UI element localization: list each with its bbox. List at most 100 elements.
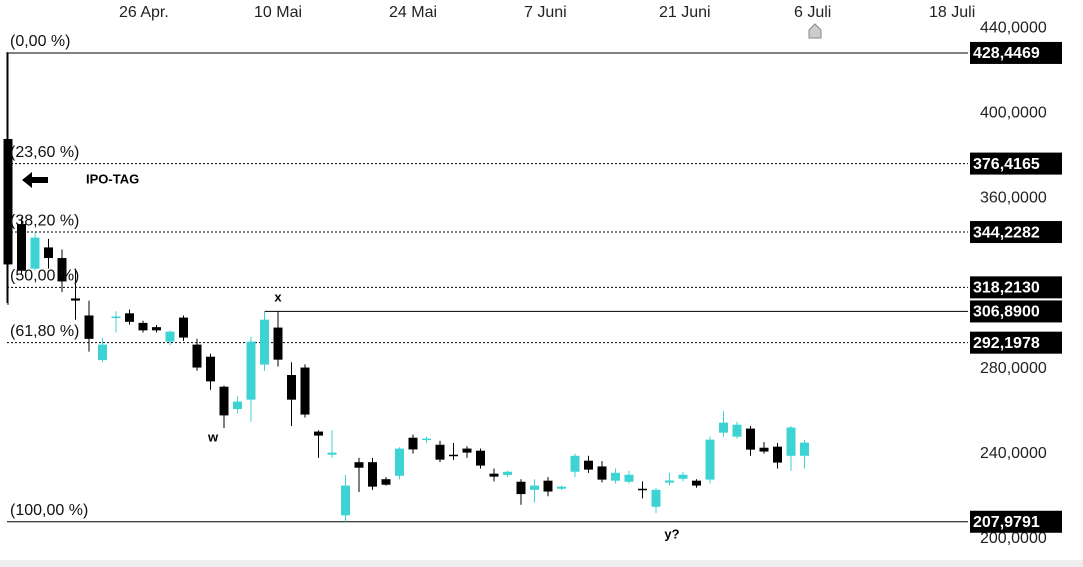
candle-body [71,298,80,301]
level-box [970,41,1062,64]
level-price: 207,9791 [973,514,1040,531]
level-percent: (61,80 %) [10,323,79,340]
candle-body [516,481,526,495]
candle-body [206,356,215,382]
annotation: y? [664,526,679,541]
candle-body [462,448,472,453]
candle-body [759,447,769,452]
candle-body [354,462,364,468]
candle-body [219,386,229,416]
level-box [970,331,1062,354]
candle-body [773,446,782,463]
candle-body [530,485,539,490]
candle-body [57,258,67,282]
candle-body [557,486,566,489]
level-box [970,510,1062,533]
candle-body [233,401,242,410]
x-tick-label: 7 Juni [524,4,567,21]
x-tick-label: 6 Juli [794,4,831,21]
candle-body [84,315,94,339]
candle-body [138,322,148,331]
candle-body [165,331,175,342]
y-tick-label: 360,0000 [980,190,1047,207]
candle-body [111,316,121,319]
candle-body [449,454,458,457]
candle-body [611,472,620,481]
candle-body [786,427,796,456]
annotation: x [274,289,282,304]
candle-body [3,138,13,265]
bottom-band [0,560,1083,567]
annotation: w [207,429,219,444]
candle-body [246,341,256,400]
level-price: 318,2130 [973,280,1040,297]
level-price: 292,1978 [973,335,1040,352]
y-tick-label: 440,0000 [980,20,1047,37]
candle-body [381,479,391,485]
level-box [970,221,1062,244]
candles [3,53,809,522]
candle-body [476,450,485,466]
level-percent: (50,00 %) [10,268,79,285]
candle-body [98,344,107,361]
annotation: IPO-TAG [86,171,139,186]
y-tick-label: 240,0000 [980,445,1047,462]
labels: 26 Apr. 10 Mai 24 Mai 7 Juni 21 Juni 6 Juli 18… [10,4,1062,547]
level-box [970,276,1062,299]
x-tick-label: 18 Juli [929,4,975,21]
candle-body [422,438,431,441]
candle-body [341,485,350,516]
candle-body [624,474,634,482]
x-tick-label: 24 Mai [389,4,437,21]
level-percent: (23,60 %) [10,144,79,161]
candle-body [435,444,445,460]
marker-icon [808,23,822,39]
level-box [970,152,1062,175]
candle-body [584,460,593,470]
level-box [970,300,1062,323]
candle-body [746,428,755,450]
candle-body [597,466,607,480]
candle-body [314,431,323,436]
candle-body [543,480,553,492]
y-tick-label: 280,0000 [980,360,1047,377]
candle-body [503,471,512,475]
candle-body [800,442,809,456]
candle-body [125,313,134,322]
candle-body [651,489,661,507]
candle-body [327,452,337,455]
y-tick-label: 200,0000 [980,530,1047,547]
ipo-arrow [22,172,48,188]
candle-body [665,480,674,483]
level-percent: (0,00 %) [10,33,70,50]
candle-body [732,424,742,437]
candle-body [395,448,404,476]
candle-body [638,488,647,491]
candle-body [152,327,161,331]
candle-body [408,437,418,450]
y-tick-label: 400,0000 [980,105,1047,122]
candle-body [719,422,728,433]
level-price: 428,4469 [973,45,1040,62]
level-price: 306,8900 [973,304,1040,321]
candle-body [692,480,701,486]
candle-body [368,462,377,487]
candle-body [705,439,715,480]
levels [7,52,968,523]
candle-body [489,473,499,477]
x-tick-label: 21 Juni [659,4,711,21]
candle-body [570,455,580,472]
level-percent: (100,00 %) [10,502,88,519]
level-price: 344,2282 [973,224,1040,241]
candle-body [192,344,202,368]
level-price: 376,4165 [973,156,1040,173]
candle-body [44,247,53,259]
candle-body [179,317,188,338]
level-percent: (38,20 %) [10,212,79,229]
x-tick-label: 26 Apr. [119,4,169,21]
candle-body [678,474,688,479]
x-tick-label: 10 Mai [254,4,302,21]
candle-body [17,224,26,271]
